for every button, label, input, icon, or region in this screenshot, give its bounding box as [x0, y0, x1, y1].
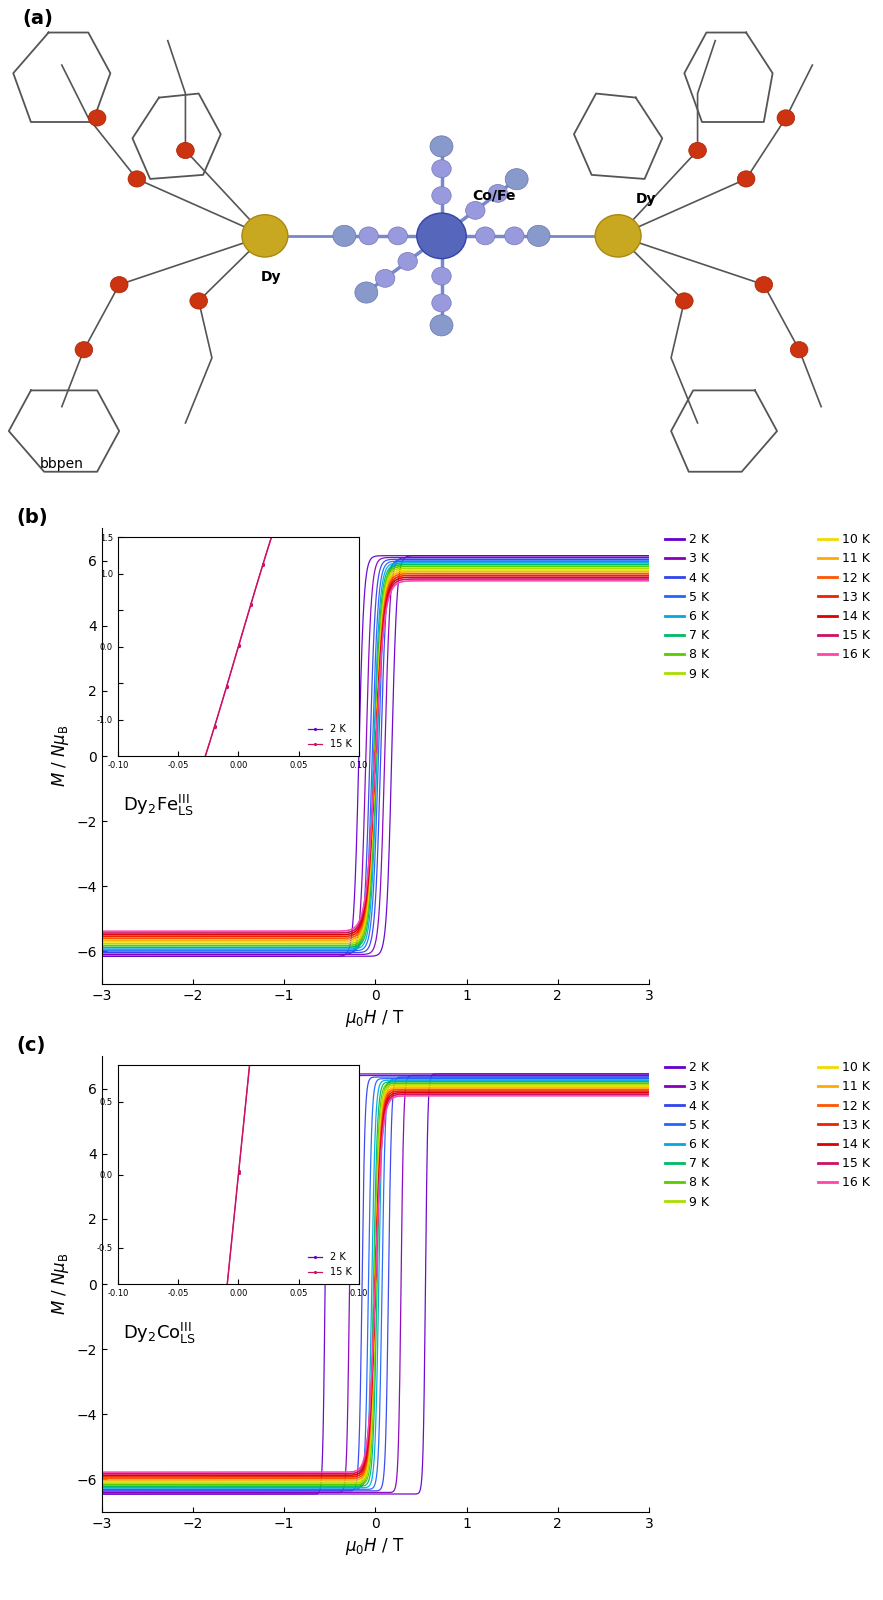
- Circle shape: [755, 277, 773, 293]
- Circle shape: [505, 168, 528, 190]
- Circle shape: [430, 136, 453, 157]
- Circle shape: [355, 282, 378, 302]
- Circle shape: [527, 226, 550, 246]
- Circle shape: [432, 187, 451, 205]
- Circle shape: [432, 267, 451, 285]
- Text: Co/Fe: Co/Fe: [472, 189, 516, 202]
- Y-axis label: $M$ / $N\mu_{\rm B}$: $M$ / $N\mu_{\rm B}$: [49, 725, 71, 787]
- Circle shape: [476, 227, 495, 245]
- Text: (c): (c): [17, 1037, 46, 1056]
- Circle shape: [432, 294, 451, 312]
- Circle shape: [689, 142, 706, 158]
- Circle shape: [398, 253, 418, 270]
- Circle shape: [190, 293, 208, 309]
- Circle shape: [242, 214, 288, 258]
- Circle shape: [128, 171, 146, 187]
- Circle shape: [790, 341, 808, 358]
- Circle shape: [88, 110, 106, 126]
- Legend: 10 K, 11 K, 12 K, 13 K, 14 K, 15 K, 16 K: 10 K, 11 K, 12 K, 13 K, 14 K, 15 K, 16 K: [813, 528, 875, 667]
- Circle shape: [375, 269, 395, 288]
- Legend: 10 K, 11 K, 12 K, 13 K, 14 K, 15 K, 16 K: 10 K, 11 K, 12 K, 13 K, 14 K, 15 K, 16 K: [813, 1056, 875, 1195]
- Circle shape: [75, 341, 93, 358]
- Circle shape: [465, 202, 485, 219]
- Circle shape: [505, 227, 525, 245]
- Circle shape: [110, 277, 128, 293]
- Text: $\mathrm{Dy_2Fe^{III}_{LS}}$: $\mathrm{Dy_2Fe^{III}_{LS}}$: [124, 792, 194, 818]
- X-axis label: $\mu_0H$ / T: $\mu_0H$ / T: [345, 1536, 405, 1557]
- Circle shape: [417, 213, 466, 259]
- Circle shape: [777, 110, 795, 126]
- Circle shape: [432, 160, 451, 178]
- Circle shape: [358, 227, 379, 245]
- Text: $\mathrm{Dy_2Co^{III}_{LS}}$: $\mathrm{Dy_2Co^{III}_{LS}}$: [124, 1320, 197, 1346]
- Circle shape: [389, 227, 408, 245]
- Circle shape: [177, 142, 194, 158]
- Text: bbpen: bbpen: [40, 456, 84, 470]
- Circle shape: [595, 214, 641, 258]
- X-axis label: $\mu_0H$ / T: $\mu_0H$ / T: [345, 1008, 405, 1029]
- Y-axis label: $M$ / $N\mu_{\rm B}$: $M$ / $N\mu_{\rm B}$: [49, 1253, 71, 1315]
- Circle shape: [430, 315, 453, 336]
- Circle shape: [737, 171, 755, 187]
- Circle shape: [675, 293, 693, 309]
- Text: Dy: Dy: [260, 269, 281, 283]
- Text: Dy: Dy: [636, 192, 656, 206]
- Text: (b): (b): [17, 509, 49, 528]
- Circle shape: [333, 226, 356, 246]
- Circle shape: [488, 184, 508, 202]
- Text: (a): (a): [22, 10, 53, 29]
